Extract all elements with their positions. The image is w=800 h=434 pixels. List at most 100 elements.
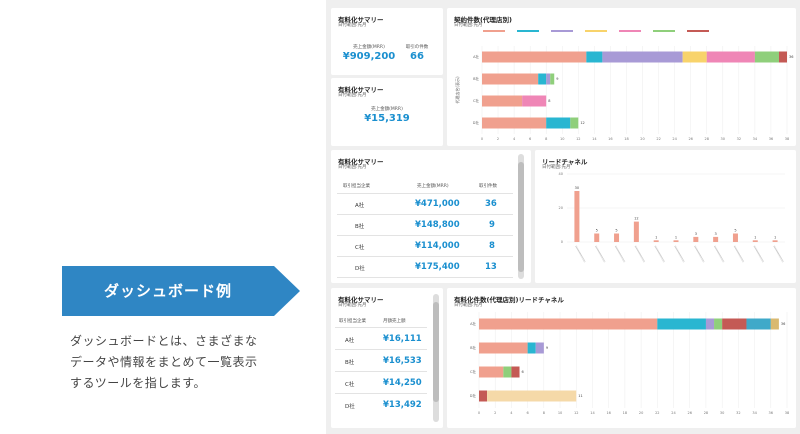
bar [713, 236, 719, 242]
company-cell: D社 [345, 404, 355, 410]
scrollbar[interactable] [518, 154, 524, 279]
x-tick-label: 22 [656, 137, 660, 141]
count-cell: 36 [485, 199, 497, 209]
x-tick-label: 14 [590, 411, 595, 415]
company-cell: B社 [345, 360, 355, 366]
data-label: 6 [522, 370, 524, 374]
data-label: 12 [634, 217, 638, 221]
legend-swatch [619, 30, 641, 32]
legend-swatch [483, 30, 505, 32]
title-banner: ダッシュボード例 [62, 266, 300, 316]
metric-label: 売上金額(MRR) [353, 45, 385, 50]
y-tick-label: A社 [470, 321, 476, 326]
row-divider [335, 349, 427, 350]
x-tick-label: 30 [720, 411, 724, 415]
bar [614, 233, 620, 242]
bar-segment [778, 51, 787, 63]
scrollbar-thumb[interactable] [433, 302, 439, 402]
bar-segment [546, 117, 571, 129]
x-tick-placeholder [773, 245, 784, 263]
x-tick-placeholder [595, 245, 606, 263]
bar [752, 240, 758, 242]
panel-subtitle: 日付範囲:先月 [454, 23, 483, 28]
x-tick-placeholder [713, 245, 725, 263]
y-tick-label: 40 [559, 172, 563, 176]
bar [574, 191, 580, 242]
panel-subtitle: 日付範囲:先月 [454, 303, 483, 308]
bar [693, 236, 699, 242]
bar-segment [538, 73, 547, 85]
x-tick-label: 0 [478, 411, 480, 415]
bar-segment [511, 366, 520, 378]
x-tick-label: 16 [608, 137, 612, 141]
company-cell: C社 [355, 245, 365, 251]
count-cell: 13 [485, 262, 497, 272]
x-tick-label: 18 [624, 137, 628, 141]
row-divider [335, 371, 427, 372]
panel-subtitle: 日付範囲:先月 [338, 93, 367, 98]
contracts-chart-panel: 契約件数(代理店別) 日付範囲:先月 0 2 4 6 8 10 12 14 16 18 20 22 24… [447, 8, 796, 146]
y-tick-label: 0 [561, 240, 563, 244]
y-tick-label: 20 [559, 206, 563, 210]
x-tick-label: 4 [513, 137, 516, 141]
description-line: ダッシュボードとは、さまざまな [70, 334, 258, 348]
x-tick-label: 38 [785, 137, 789, 141]
description: ダッシュボードとは、さまざまな データや情報をまとめて一覧表示 するツールを指し… [70, 331, 290, 394]
bar-segment [522, 95, 547, 107]
x-tick-label: 36 [769, 411, 773, 415]
x-tick-label: 12 [574, 411, 578, 415]
y-tick-label: B社 [473, 76, 479, 81]
revenue-cell: ¥16,111 [383, 334, 422, 344]
bar-segment [682, 51, 707, 63]
y-tick-label: C社 [470, 369, 476, 374]
panel-title: リードチャネル [542, 158, 588, 166]
banner-label: ダッシュボード例 [103, 282, 232, 300]
bar-segment [546, 73, 551, 85]
bar-segment [482, 73, 539, 85]
y-tick-label: D社 [473, 120, 480, 125]
bar-segment [487, 390, 577, 402]
bar [732, 233, 738, 242]
revenue-cell: ¥13,492 [383, 400, 422, 410]
bar [633, 221, 639, 242]
revenue-cell: ¥16,533 [383, 356, 422, 366]
x-tick-label: 0 [481, 137, 483, 141]
data-label: 9 [556, 77, 558, 81]
legend-swatch [585, 30, 607, 32]
bar-segment [586, 51, 603, 63]
panel-title: 有料化サマリー [338, 296, 384, 304]
bar-segment [754, 51, 779, 63]
bar-segment [479, 318, 658, 330]
row-divider [337, 277, 513, 278]
scrollbar[interactable] [433, 294, 439, 422]
data-label: 36 [789, 55, 793, 59]
dashboard: 有料化サマリー 日付範囲:先月 売上金額(MRR) ¥909,200 取引の件数… [326, 0, 800, 434]
column-header: 売上金額(MRR) [417, 184, 449, 189]
x-tick-placeholder [753, 245, 764, 263]
panel-title: 有料化件数(代理店別)リードチャネル [454, 296, 564, 304]
column-header: 取引件数 [479, 184, 497, 189]
y-tick-label: C社 [473, 98, 479, 103]
bar-segment [550, 73, 555, 85]
row-divider [337, 235, 513, 236]
metric-value: 66 [410, 51, 424, 62]
bar-segment [479, 366, 504, 378]
bar-segment [705, 318, 715, 330]
x-tick-label: 28 [704, 411, 708, 415]
x-tick-placeholder [634, 245, 646, 263]
lead-channel-chart: 0 20 40 30 5 5 12 1 1 3 3 5 1 1 [559, 172, 785, 263]
x-tick-label: 2 [497, 137, 499, 141]
column-header: 取引担当企業 [343, 184, 370, 189]
revenue-cell: ¥114,000 [415, 241, 460, 251]
panel-subtitle: 日付範囲:先月 [542, 165, 571, 170]
data-label: 11 [578, 394, 582, 398]
x-tick-placeholder [575, 245, 586, 263]
x-tick-label: 38 [785, 411, 789, 415]
kpi-panel-1: 有料化サマリー 日付範囲:先月 売上金額(MRR) ¥909,200 取引の件数… [331, 8, 443, 75]
x-tick-label: 10 [560, 137, 564, 141]
x-tick-label: 30 [721, 137, 725, 141]
scrollbar-thumb[interactable] [518, 162, 524, 272]
paid-chart-panel: 有料化件数(代理店別)リードチャネル 日付範囲:先月 0 2 4 6 8 10 12 14 16… [447, 288, 796, 428]
x-tick-label: 22 [655, 411, 659, 415]
column-header: 取引担当企業 [339, 319, 366, 324]
